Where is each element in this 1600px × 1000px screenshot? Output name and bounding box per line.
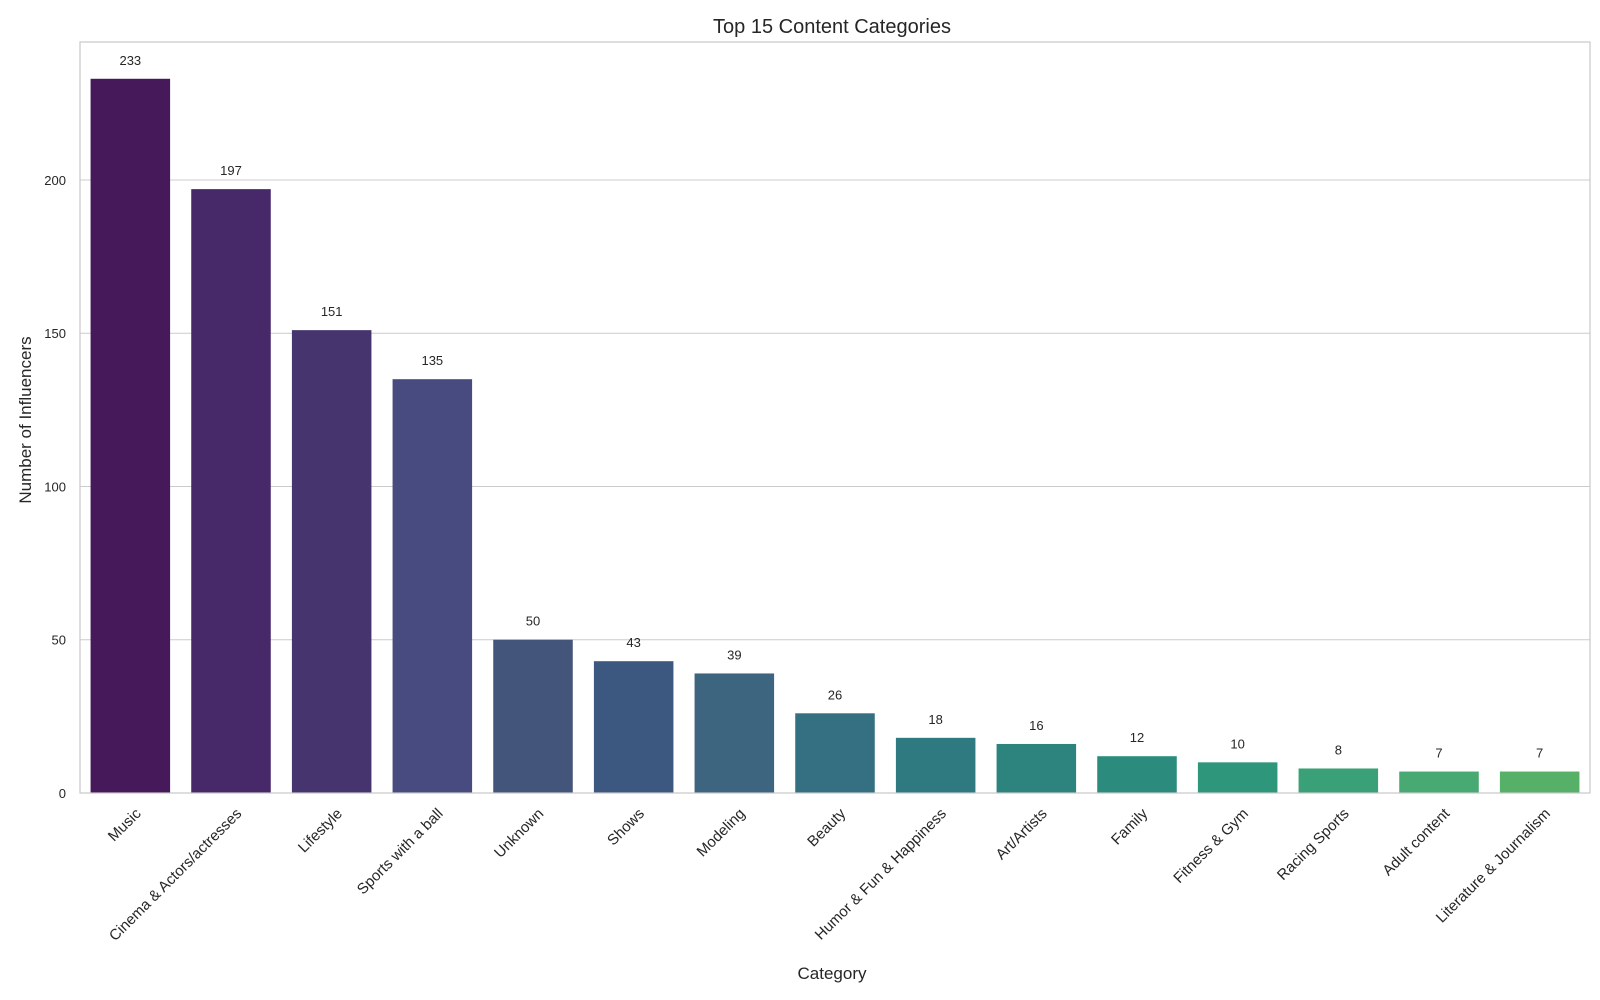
- bar-value-label: 233: [119, 53, 141, 68]
- bar-value-label: 7: [1435, 746, 1442, 761]
- y-tick-label: 50: [52, 633, 66, 648]
- bar: [291, 330, 372, 793]
- x-tick-label: Racing Sports: [1274, 805, 1353, 884]
- bars: [90, 78, 1580, 793]
- bar: [191, 189, 271, 793]
- y-tick-label: 150: [44, 326, 66, 341]
- bar: [694, 673, 775, 793]
- x-tick-label: Adult content: [1379, 805, 1454, 880]
- bar: [795, 713, 875, 793]
- bar-value-label: 7: [1536, 746, 1543, 761]
- x-tick-label: Unknown: [491, 805, 547, 861]
- plot-frame: [79, 41, 1591, 794]
- bar: [1399, 771, 1479, 793]
- y-tick-label: 0: [59, 786, 66, 801]
- x-tick-label: Beauty: [804, 805, 849, 850]
- x-tick-label: Sports with a ball: [354, 805, 447, 898]
- bar: [996, 743, 1077, 793]
- bar-value-label: 50: [526, 614, 540, 629]
- bar: [392, 379, 473, 793]
- x-tick-label: Music: [105, 805, 145, 845]
- x-tick-label: Family: [1108, 805, 1152, 849]
- x-tick-label: Fitness & Gym: [1170, 805, 1252, 887]
- bar: [1097, 756, 1177, 793]
- data-labels: 233 197 151 135 50 43 39 26 18 16 12 10 8 7 7: [119, 53, 1543, 761]
- y-axis-label: Number of Influencers: [16, 336, 35, 503]
- bar-value-label: 16: [1029, 718, 1043, 733]
- y-tick-label: 100: [44, 479, 66, 494]
- bar-value-label: 10: [1230, 736, 1244, 751]
- x-tick-label: Modeling: [694, 805, 749, 860]
- bar-value-label: 18: [928, 712, 942, 727]
- bar: [1197, 762, 1278, 793]
- x-tick-label: Literature & Journalism: [1433, 805, 1554, 926]
- bar: [1499, 771, 1580, 793]
- x-tick-label: Shows: [604, 805, 648, 849]
- bar-value-label: 39: [727, 647, 741, 662]
- bar: [493, 639, 573, 793]
- bar: [895, 737, 976, 793]
- y-axis-ticks: 0 50 100 150 200: [44, 173, 66, 801]
- bar-value-label: 43: [626, 635, 640, 650]
- bar: [1298, 768, 1379, 793]
- bar-value-label: 197: [220, 163, 242, 178]
- x-tick-label: Lifestyle: [295, 805, 346, 856]
- chart-title: Top 15 Content Categories: [713, 16, 951, 38]
- bar-value-label: 151: [321, 304, 343, 319]
- bar-value-label: 12: [1130, 730, 1144, 745]
- bar-value-label: 135: [421, 353, 443, 368]
- bar-value-label: 8: [1335, 742, 1342, 757]
- y-tick-label: 200: [44, 173, 66, 188]
- x-axis-label: Category: [798, 964, 867, 983]
- bar: [593, 661, 674, 793]
- bar-value-label: 26: [828, 687, 842, 702]
- x-tick-label: Art/Artists: [993, 805, 1051, 863]
- bar: [90, 78, 171, 793]
